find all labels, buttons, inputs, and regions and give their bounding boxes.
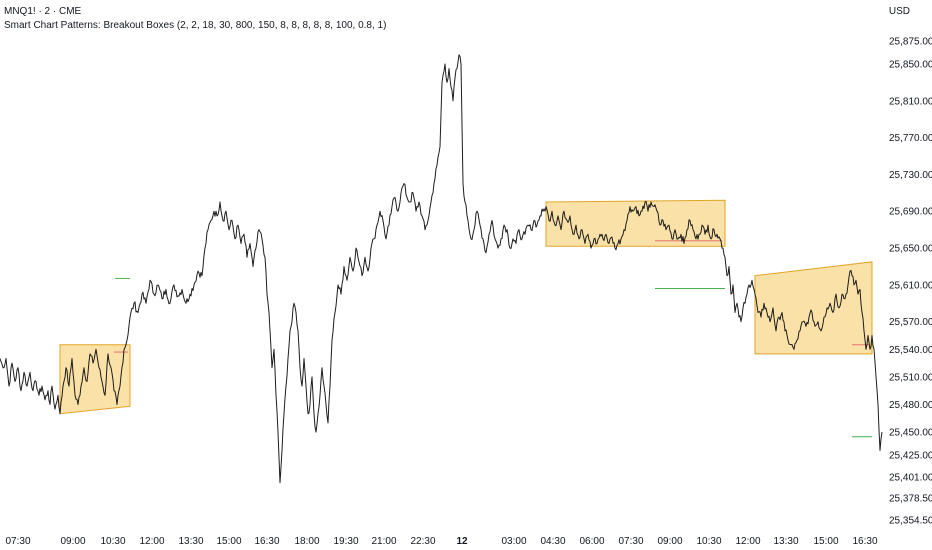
- y-tick-label: 25,810.00: [889, 96, 932, 107]
- x-tick-label: 09:00: [657, 536, 682, 547]
- breakout-box-3: [754, 261, 873, 355]
- x-tick-label: 13:30: [773, 536, 798, 547]
- price-axis[interactable]: 25,875.00 25,850.00 25,810.00 25,770.00 25,7…: [889, 37, 932, 527]
- y-tick-label: 25,730.00: [889, 170, 932, 181]
- y-tick-label: 25,650.00: [889, 244, 932, 255]
- y-tick-label: 25,540.00: [889, 345, 932, 356]
- x-tick-label: 12:00: [735, 536, 760, 547]
- price-series: [0, 54, 883, 484]
- x-tick-label: 15:00: [216, 536, 241, 547]
- breakout-box-2: [545, 199, 726, 247]
- indicator-label[interactable]: Smart Chart Patterns: Breakout Boxes (2,…: [4, 20, 387, 31]
- x-tick-label: 18:00: [294, 536, 319, 547]
- x-tick-label: 12: [456, 536, 468, 547]
- x-tick-label: 12:00: [139, 536, 164, 547]
- x-tick-label: 03:00: [501, 536, 526, 547]
- y-tick-label: 25,480.00: [889, 400, 932, 411]
- x-tick-label: 19:30: [333, 536, 358, 547]
- x-tick-label: 21:00: [371, 536, 396, 547]
- y-tick-label: 25,401.00: [889, 473, 932, 484]
- y-tick-label: 25,510.00: [889, 372, 932, 383]
- x-tick-label: 10:30: [100, 536, 125, 547]
- price-line: [0, 54, 883, 484]
- x-tick-label: 07:30: [618, 536, 643, 547]
- y-tick-label: 25,610.00: [889, 280, 932, 291]
- x-tick-label: 22:30: [410, 536, 435, 547]
- y-tick-label: 25,875.00: [889, 37, 932, 48]
- x-tick-label: 06:00: [579, 536, 604, 547]
- symbol-title[interactable]: MNQ1! · 2 · CME: [4, 6, 82, 17]
- chart-legend: MNQ1! · 2 · CME Smart Chart Patterns: Br…: [4, 5, 386, 33]
- x-tick-label: 13:30: [178, 536, 203, 547]
- y-tick-label: 25,354.50: [889, 516, 932, 527]
- y-tick-label: 25,425.00: [889, 451, 932, 462]
- x-tick-label: 09:00: [60, 536, 85, 547]
- y-tick-label: 25,850.00: [889, 60, 932, 71]
- y-tick-label: 25,450.00: [889, 428, 932, 439]
- x-tick-label: 15:00: [813, 536, 838, 547]
- breakout-box-1: [59, 344, 131, 415]
- currency-label[interactable]: USD: [888, 6, 910, 17]
- y-tick-label: 25,378.50: [889, 493, 932, 504]
- time-axis[interactable]: 07:30 09:00 10:30 12:00 13:30 15:00 16:30 18:00…: [5, 536, 877, 547]
- x-tick-label: 04:30: [540, 536, 565, 547]
- y-tick-label: 25,570.00: [889, 317, 932, 328]
- x-tick-label: 16:30: [852, 536, 877, 547]
- y-tick-label: 25,770.00: [889, 133, 932, 144]
- x-tick-label: 16:30: [254, 536, 279, 547]
- x-tick-label: 07:30: [5, 536, 30, 547]
- x-tick-label: 10:30: [696, 536, 721, 547]
- breakout-boxes: [59, 199, 873, 415]
- y-tick-label: 25,690.00: [889, 207, 932, 218]
